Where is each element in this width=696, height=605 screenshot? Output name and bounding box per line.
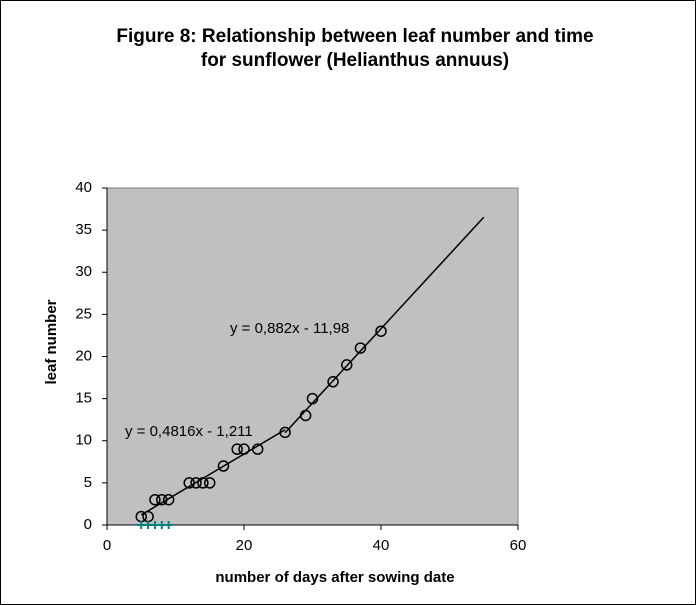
chart-title: for sunflower (Helianthus annuus) [201,50,509,71]
trendline-equation: y = 0,882x - 11,98 [230,320,349,337]
trendline-equation: y = 0,4816x - 1,211 [125,423,253,440]
data-point [375,325,387,337]
data-point [238,443,250,455]
x-axis-title: number of days after sowing date [215,569,454,586]
data-point [149,493,161,506]
y-tick-label: 40 [75,179,92,196]
data-point [156,493,168,506]
data-point [231,443,243,455]
data-point [144,521,153,529]
y-tick-label: 35 [75,221,92,238]
y-tick-label: 15 [75,390,92,407]
data-point [341,359,353,371]
x-tick-label: 0 [103,537,111,554]
data-point [164,521,173,529]
y-tick-label: 0 [84,516,92,533]
data-point [150,521,159,529]
data-point [204,477,216,489]
x-tick-label: 60 [510,537,527,554]
data-point [162,493,175,506]
data-point [299,409,312,422]
trendline [140,429,286,516]
chart-title: Figure 8: Relationship between leaf numb… [116,26,593,47]
data-point [327,376,339,388]
data-point [279,426,291,439]
data-point [306,392,319,405]
y-tick-label: 20 [75,347,92,364]
data-point [157,521,166,529]
data-point [183,477,195,489]
data-point [251,443,264,455]
y-tick-label: 30 [75,263,92,280]
plot-area [106,187,519,526]
data-point [137,521,146,529]
data-point [354,342,367,354]
y-axis-title: leaf number [43,299,60,384]
data-point [197,477,209,489]
y-tick-label: 25 [75,305,92,322]
x-tick-label: 40 [373,537,390,554]
y-tick-label: 10 [75,432,92,449]
trendline [284,216,485,434]
data-point [217,460,230,472]
x-tick-label: 20 [236,537,253,554]
data-point [190,477,202,489]
y-tick-label: 5 [84,474,92,491]
